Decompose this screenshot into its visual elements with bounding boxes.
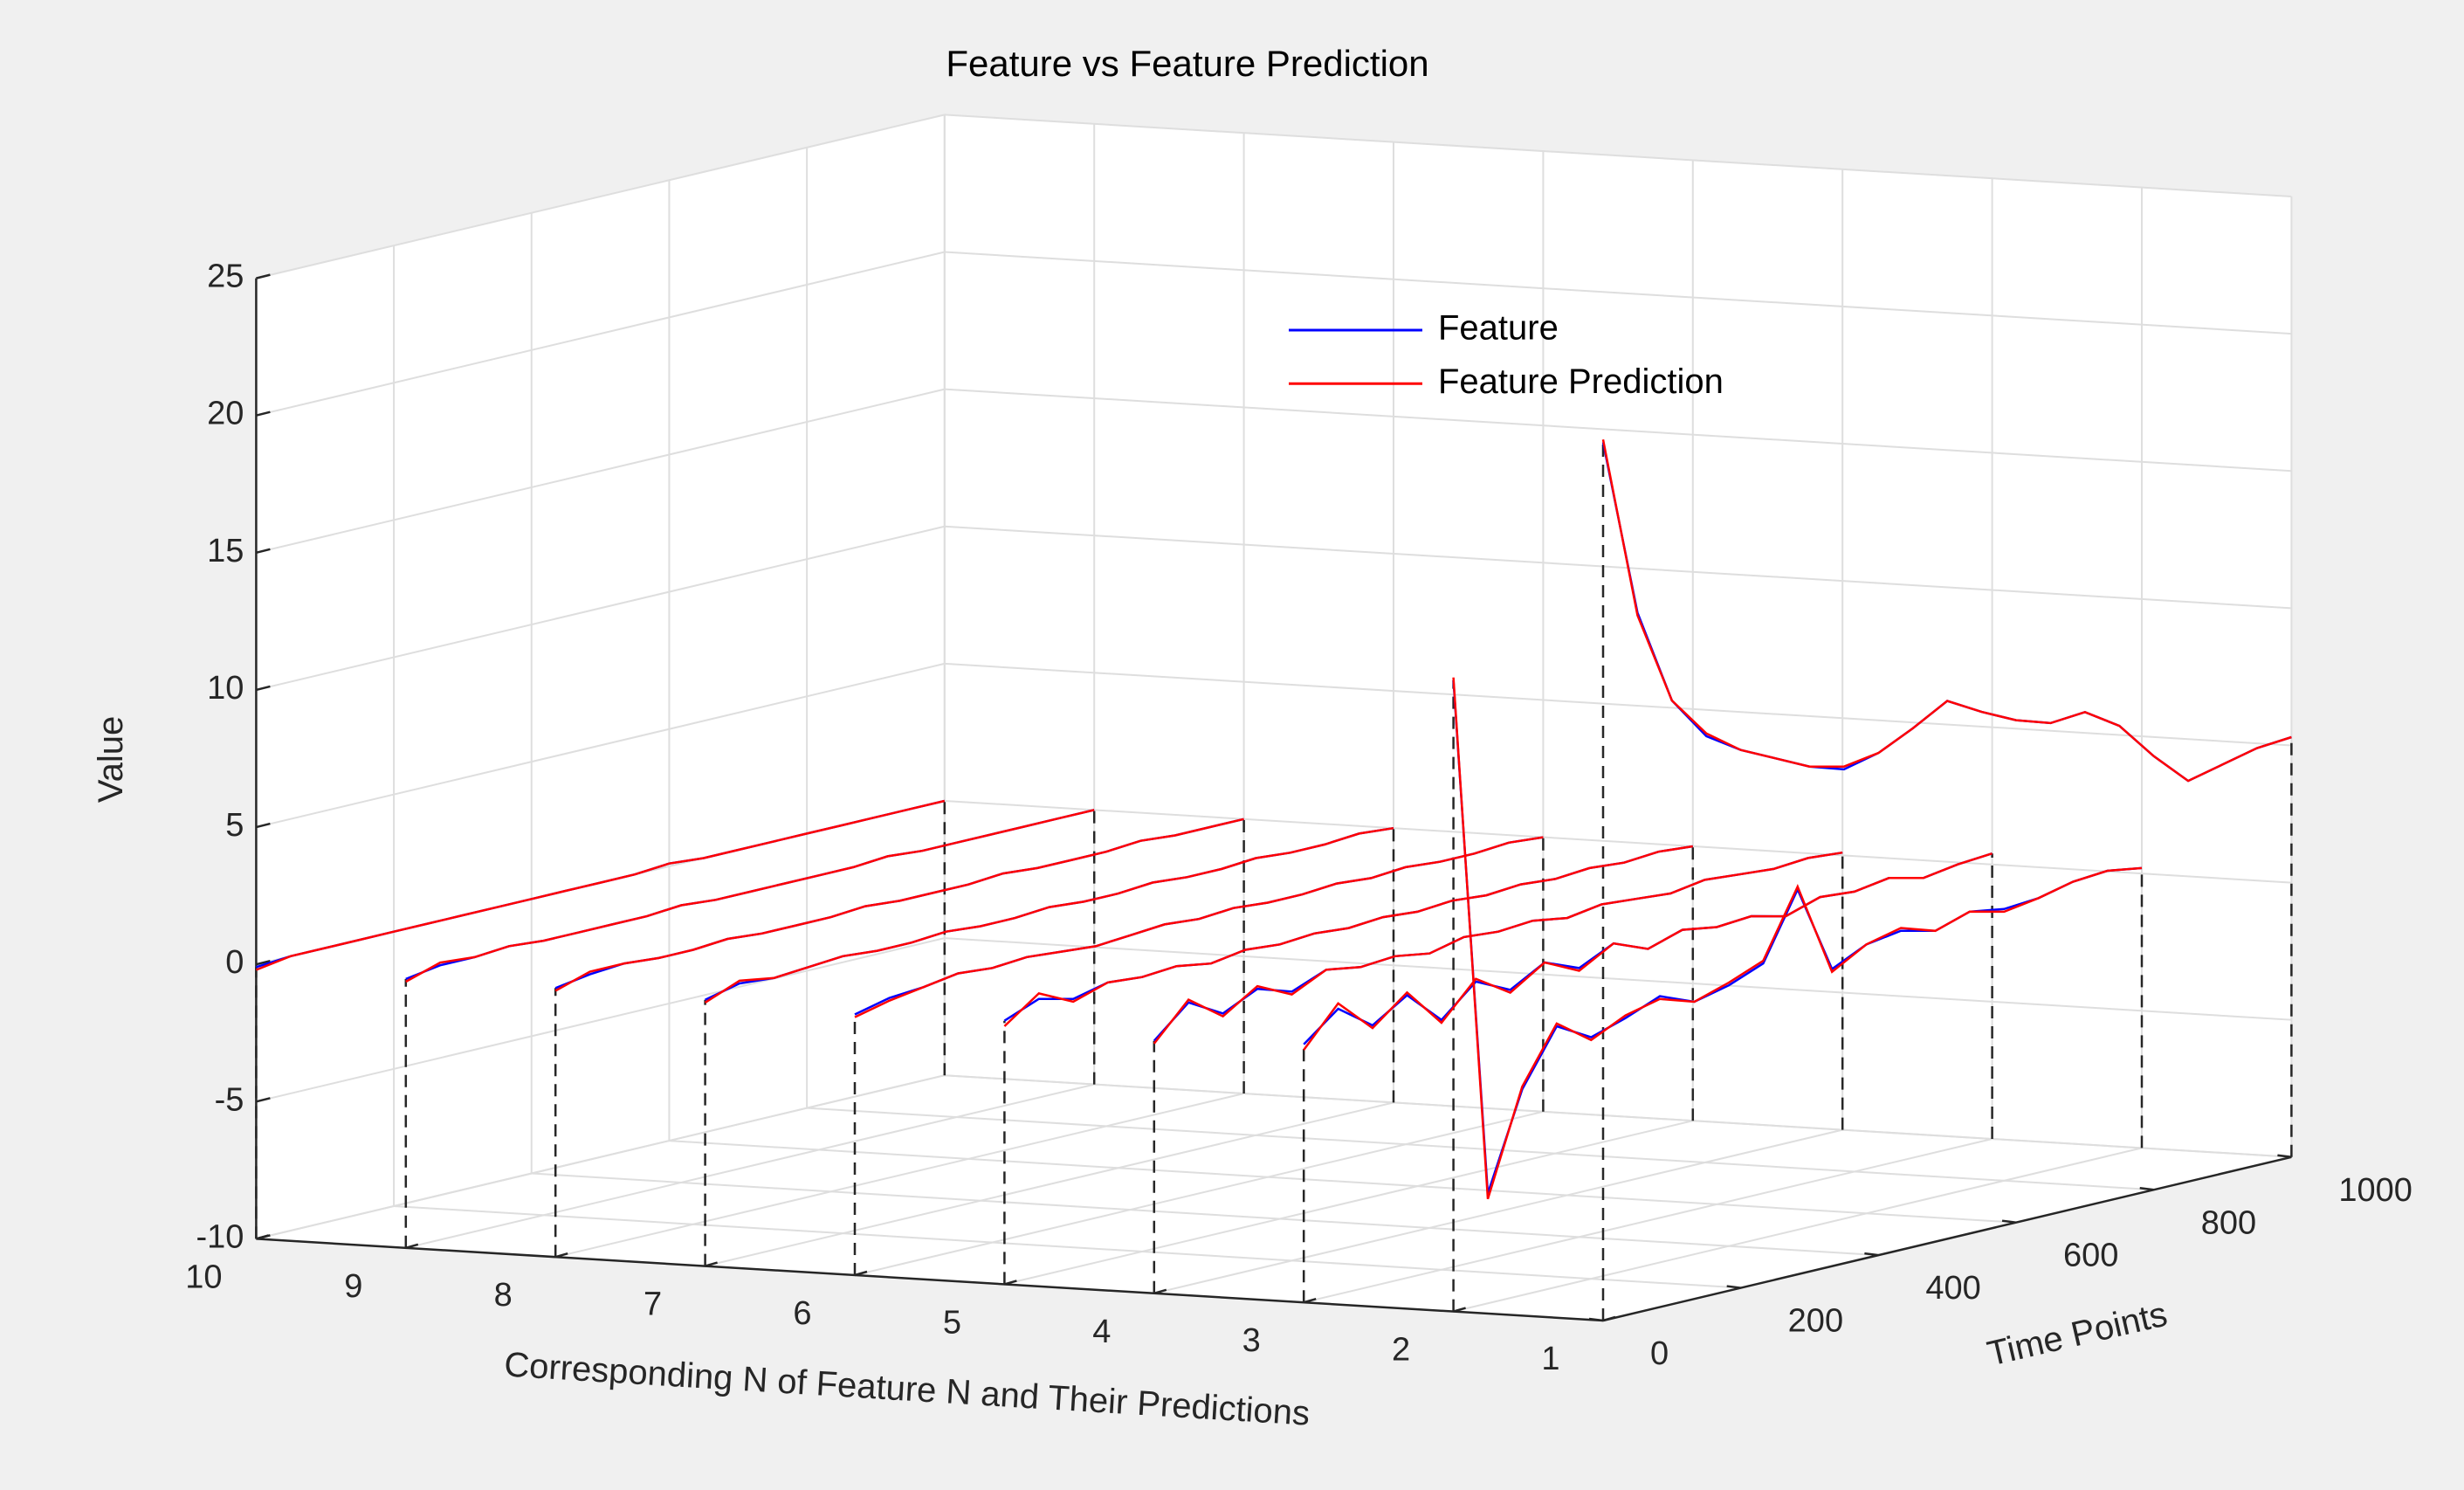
grid-line — [405, 1083, 1095, 1249]
series-line — [1003, 845, 1693, 1027]
grid-line — [944, 388, 2292, 473]
n-tick-label: 4 — [1092, 1314, 1111, 1350]
t-tick — [1588, 1317, 1604, 1322]
chart-title: Feature vs Feature Prediction — [946, 43, 1428, 84]
grid-line — [944, 114, 2292, 197]
n-tick — [256, 1234, 269, 1240]
series-line — [1153, 851, 1843, 1045]
floor — [256, 1075, 2292, 1321]
n-tick-label: 9 — [344, 1268, 362, 1305]
n-tick-label: 7 — [644, 1287, 662, 1323]
grid-line — [669, 1140, 2017, 1224]
n-tick — [1004, 1280, 1017, 1286]
grid-line — [705, 1101, 1394, 1267]
grid-line — [256, 662, 946, 829]
grid-line — [944, 799, 2292, 884]
n-axis — [256, 1238, 1604, 1322]
z-tick — [256, 410, 271, 417]
n-tick — [1153, 1288, 1167, 1295]
n-tick — [1303, 1297, 1317, 1304]
grid-line — [854, 1110, 1544, 1276]
t-tick-label: 400 — [1925, 1270, 1980, 1307]
z-tick — [256, 822, 271, 829]
grid-line — [1453, 1147, 2143, 1313]
series-line — [854, 836, 1544, 1018]
n-tick — [705, 1261, 718, 1267]
grid-line — [256, 388, 946, 554]
grid-line — [807, 1107, 2154, 1191]
left-wall — [256, 114, 945, 1239]
z-tick — [256, 685, 271, 692]
z-tick-label: 20 — [207, 396, 244, 432]
grid-line — [256, 1074, 946, 1240]
n-tick-label: 10 — [185, 1259, 222, 1295]
grid-line — [944, 1074, 2292, 1158]
t-tick — [2277, 1154, 2292, 1159]
t-tick-label: 0 — [1650, 1335, 1669, 1372]
grid-line — [944, 937, 2292, 1021]
series-line — [554, 817, 1244, 992]
grid-line — [256, 114, 946, 279]
t-tick-label: 800 — [2201, 1204, 2256, 1241]
z-axis-label: Value — [92, 716, 130, 803]
z-tick-label: -10 — [196, 1218, 244, 1255]
grid-line — [1004, 1120, 1694, 1286]
n-tick — [405, 1243, 419, 1250]
grid-line — [554, 1093, 1244, 1259]
series-line — [405, 809, 1095, 983]
n-tick — [554, 1252, 568, 1259]
z-tick-label: 5 — [225, 807, 244, 844]
n-tick — [1602, 1315, 1616, 1322]
grid-line — [1153, 1128, 1843, 1294]
t-tick — [2001, 1219, 2017, 1224]
t-axis — [1602, 1155, 2292, 1322]
t-tick — [1726, 1285, 1741, 1289]
t-tick-label: 1000 — [2338, 1172, 2412, 1209]
series-line — [255, 799, 946, 971]
grid-line — [394, 1204, 1741, 1289]
z-tick — [256, 548, 271, 555]
z-tick-label: 0 — [225, 944, 244, 981]
grid-line — [944, 251, 2292, 335]
grid-line — [531, 1172, 1879, 1257]
z-tick-label: 25 — [207, 259, 244, 295]
t-tick — [2139, 1186, 2154, 1191]
t-tick-label: 200 — [1788, 1303, 1843, 1340]
grid-line — [944, 662, 2292, 747]
n-tick — [854, 1270, 868, 1277]
legend-label: Feature — [1438, 309, 1559, 348]
z-tick-label: 15 — [207, 533, 244, 569]
series-line — [1303, 852, 1993, 1051]
grid-line — [256, 525, 946, 691]
z-tick-label: 10 — [207, 670, 244, 707]
series-line — [704, 826, 1394, 1004]
t-tick — [1864, 1252, 1879, 1257]
n-tick — [1453, 1307, 1466, 1313]
t-tick-label: 600 — [2063, 1238, 2118, 1274]
n-tick-label: 1 — [1541, 1341, 1559, 1377]
series-line — [1601, 439, 2292, 783]
n-tick-label: 3 — [1242, 1322, 1261, 1359]
n-tick-label: 5 — [943, 1304, 961, 1341]
z-tick-label: -5 — [215, 1081, 244, 1118]
z-tick — [256, 1097, 271, 1103]
grid-line — [256, 937, 946, 1103]
back-wall — [944, 114, 2292, 1157]
z-tick — [256, 959, 271, 966]
n-tick-label: 8 — [494, 1277, 513, 1314]
grid-line — [944, 525, 2292, 610]
legend-label: Feature Prediction — [1438, 362, 1724, 401]
z-tick — [256, 273, 271, 279]
grid-line — [1303, 1138, 1993, 1304]
n-tick-label: 2 — [1392, 1332, 1410, 1369]
grid-line — [256, 251, 946, 417]
series-line — [1452, 677, 2143, 1200]
n-tick-label: 6 — [793, 1295, 811, 1332]
